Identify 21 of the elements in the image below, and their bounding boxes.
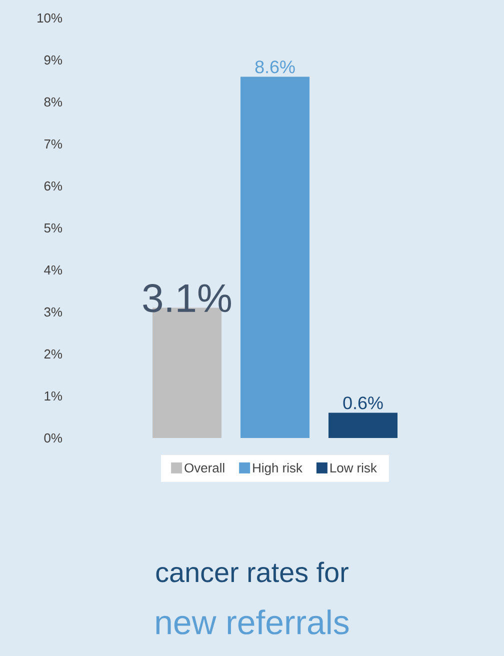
- y-tick-label: 2%: [44, 349, 62, 359]
- y-tick-label: 6%: [44, 181, 62, 191]
- data-label: 0.6%: [343, 396, 383, 410]
- text: new referrals: [156, 610, 349, 634]
- bar: [240, 76, 310, 438]
- text: cancer rates for: [156, 562, 348, 582]
- data-label: 8.6%: [255, 60, 295, 74]
- y-tick-label: 5%: [44, 223, 62, 233]
- data-label: 3.1%: [143, 284, 231, 312]
- y-tick-label: 9%: [44, 55, 62, 65]
- y-tick-label: 7%: [44, 139, 62, 149]
- y-tick-label: 10%: [38, 13, 62, 23]
- legend-label: High risk: [253, 462, 302, 476]
- y-tick-label: 3%: [44, 307, 62, 317]
- y-tick-label: 1%: [44, 391, 62, 401]
- legend-label: Low risk: [330, 462, 377, 472]
- legend-label: Overall: [184, 462, 224, 472]
- y-tick-label: 8%: [44, 97, 62, 107]
- y-tick-label: 4%: [44, 265, 62, 275]
- bar: [328, 412, 398, 438]
- y-tick-label: 0%: [44, 433, 62, 443]
